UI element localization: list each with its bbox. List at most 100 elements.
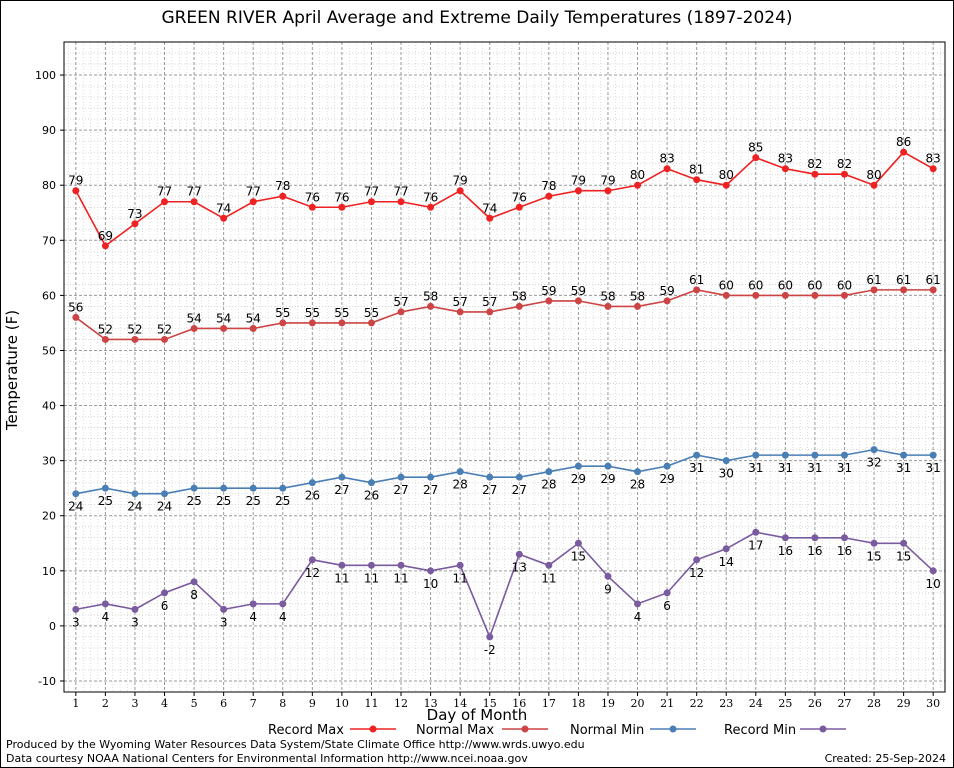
data-point [929, 286, 937, 294]
x-tick-label: 27 [837, 697, 851, 710]
data-label: 30 [719, 467, 734, 481]
created-date: Created: 25-Sep-2024 [824, 752, 946, 765]
data-point [722, 545, 730, 553]
data-label: 61 [926, 273, 941, 287]
data-point [367, 561, 375, 569]
data-point [131, 605, 139, 613]
data-label: 10 [926, 577, 941, 591]
x-tick-label: 22 [690, 697, 704, 710]
data-label: 11 [453, 571, 468, 585]
data-point [929, 165, 937, 173]
legend-swatch-marker [369, 725, 377, 733]
data-label: 77 [364, 185, 379, 199]
data-label: 29 [659, 472, 674, 486]
data-label: 60 [748, 278, 763, 292]
y-axis-label: Temperature (F) [3, 309, 21, 431]
data-point [397, 473, 405, 481]
data-label: 79 [600, 174, 615, 188]
data-point [308, 479, 316, 487]
x-tick-label: 26 [808, 697, 822, 710]
data-point [427, 203, 435, 211]
data-point [427, 567, 435, 575]
x-tick-label: 13 [424, 697, 438, 710]
data-label: 25 [216, 494, 231, 508]
data-label: 79 [453, 174, 468, 188]
data-point [279, 600, 287, 608]
data-point [811, 451, 819, 459]
data-label: 27 [393, 483, 408, 497]
data-point [101, 600, 109, 608]
data-point [72, 187, 80, 195]
data-label: 69 [98, 229, 113, 243]
x-tick-label: 4 [161, 697, 168, 710]
data-label: 17 [748, 538, 763, 552]
legend-item: Record Min [724, 723, 846, 738]
data-label: 25 [275, 494, 290, 508]
data-label: 31 [748, 461, 763, 475]
data-label: 80 [719, 168, 734, 182]
legend-label: Record Max [268, 723, 344, 738]
data-point [190, 578, 198, 586]
data-label: 8 [190, 588, 198, 602]
data-label: 78 [275, 179, 290, 193]
legend-item: Normal Max [416, 723, 548, 738]
data-label: 10 [423, 577, 438, 591]
x-tick-label: 10 [335, 697, 349, 710]
data-label: 9 [604, 582, 612, 596]
data-label: 54 [246, 311, 261, 325]
data-point [427, 473, 435, 481]
legend-swatch-marker [669, 725, 677, 733]
x-tick-label: 18 [571, 697, 585, 710]
data-label: 54 [216, 311, 231, 325]
data-label: 57 [453, 295, 468, 309]
data-label: 4 [102, 610, 110, 624]
data-point [663, 165, 671, 173]
data-point [515, 203, 523, 211]
data-point [220, 484, 228, 492]
data-point [634, 302, 642, 310]
x-tick-label: 11 [364, 697, 378, 710]
data-point [900, 286, 908, 294]
data-point [870, 446, 878, 454]
data-point [367, 479, 375, 487]
credit-producer: Produced by the Wyoming Water Resources … [6, 738, 585, 751]
data-label: 82 [837, 157, 852, 171]
data-label: 79 [571, 174, 586, 188]
data-label: 55 [334, 306, 349, 320]
data-label: 25 [98, 494, 113, 508]
data-point [456, 468, 464, 476]
data-label: 52 [127, 322, 142, 336]
data-point [427, 302, 435, 310]
x-tick-label: 16 [512, 697, 526, 710]
legend-swatch-marker [819, 725, 827, 733]
data-label: 80 [630, 168, 645, 182]
data-point [249, 324, 257, 332]
legend-item: Normal Min [570, 723, 696, 738]
data-label: 11 [334, 571, 349, 585]
data-point [752, 154, 760, 162]
data-point [722, 457, 730, 465]
chart-title: GREEN RIVER April Average and Extreme Da… [161, 8, 793, 28]
data-label: 77 [157, 185, 172, 199]
data-label: 76 [423, 190, 438, 204]
data-point [456, 308, 464, 316]
data-label: 60 [778, 278, 793, 292]
data-label: 31 [689, 461, 704, 475]
data-label: 60 [719, 278, 734, 292]
data-point [574, 297, 582, 305]
data-label: 54 [186, 311, 201, 325]
data-label: 58 [512, 289, 527, 303]
data-point [161, 589, 169, 597]
data-point [279, 484, 287, 492]
data-label: 58 [423, 289, 438, 303]
data-point [604, 462, 612, 470]
data-point [190, 324, 198, 332]
x-tick-label: 8 [279, 697, 286, 710]
plot-border [63, 41, 946, 693]
x-tick-label: 30 [926, 697, 940, 710]
data-label: 80 [866, 168, 881, 182]
x-tick-label: 29 [897, 697, 911, 710]
data-point [604, 572, 612, 580]
data-point [456, 561, 464, 569]
data-label: 60 [837, 278, 852, 292]
